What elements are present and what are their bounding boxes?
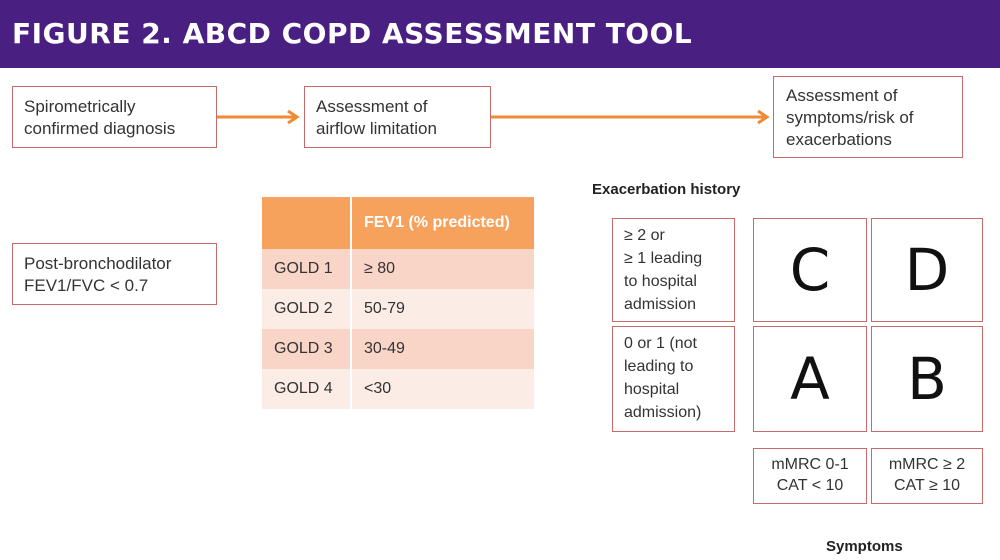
flow-arrow-1 xyxy=(217,109,300,125)
flow-box-symptoms-risk: Assessment of symptoms/risk of exacerbat… xyxy=(773,76,963,158)
gold-grade: GOLD 1 xyxy=(262,249,352,289)
fev1-value: 50-79 xyxy=(351,289,534,329)
exacerbation-row-high: ≥ 2 or ≥ 1 leading to hospital admission xyxy=(612,218,735,322)
flow-box-diagnosis-text: Spirometrically confirmed diagnosis xyxy=(24,97,176,138)
group-c-cell: C xyxy=(753,218,867,322)
group-b-cell: B xyxy=(871,326,983,432)
table-row: GOLD 2 50-79 xyxy=(262,289,534,329)
group-d-cell: D xyxy=(871,218,983,322)
symptom-column-high: mMRC ≥ 2 CAT ≥ 10 xyxy=(871,448,983,504)
fev1-table: FEV1 (% predicted) GOLD 1 ≥ 80 GOLD 2 50… xyxy=(262,197,534,409)
title-banner: FIGURE 2. ABCD COPD ASSESSMENT TOOL xyxy=(0,0,1000,68)
table-row: GOLD 1 ≥ 80 xyxy=(262,249,534,289)
post-bronchodilator-text: Post-bronchodilator FEV1/FVC < 0.7 xyxy=(24,254,172,295)
gold-grade: GOLD 2 xyxy=(262,289,352,329)
group-a-cell: A xyxy=(753,326,867,432)
table-row: GOLD 3 30-49 xyxy=(262,329,534,369)
table-row: GOLD 4 <30 xyxy=(262,369,534,409)
fev1-value: 30-49 xyxy=(351,329,534,369)
flow-arrow-2 xyxy=(491,109,770,125)
exacerbation-history-label: Exacerbation history xyxy=(592,181,741,198)
flow-box-airflow: Assessment of airflow limitation xyxy=(304,86,491,148)
flow-box-diagnosis: Spirometrically confirmed diagnosis xyxy=(12,86,217,148)
fev1-table-header: FEV1 (% predicted) xyxy=(351,197,534,249)
exacerbation-row-low: 0 or 1 (not leading to hospital admissio… xyxy=(612,326,735,432)
symptoms-label: Symptoms xyxy=(826,538,903,555)
flow-box-symptoms-risk-text: Assessment of symptoms/risk of exacerbat… xyxy=(786,86,914,149)
fev1-value: <30 xyxy=(351,369,534,409)
post-bronchodilator-box: Post-bronchodilator FEV1/FVC < 0.7 xyxy=(12,243,217,305)
gold-grade: GOLD 4 xyxy=(262,369,352,409)
gold-grade: GOLD 3 xyxy=(262,329,352,369)
figure-title: FIGURE 2. ABCD COPD ASSESSMENT TOOL xyxy=(12,17,693,50)
fev1-value: ≥ 80 xyxy=(351,249,534,289)
symptom-column-low: mMRC 0-1 CAT < 10 xyxy=(753,448,867,504)
fev1-table-header-row: FEV1 (% predicted) xyxy=(262,197,534,249)
fev1-table-header-blank xyxy=(262,197,352,249)
flow-box-airflow-text: Assessment of airflow limitation xyxy=(316,97,437,138)
